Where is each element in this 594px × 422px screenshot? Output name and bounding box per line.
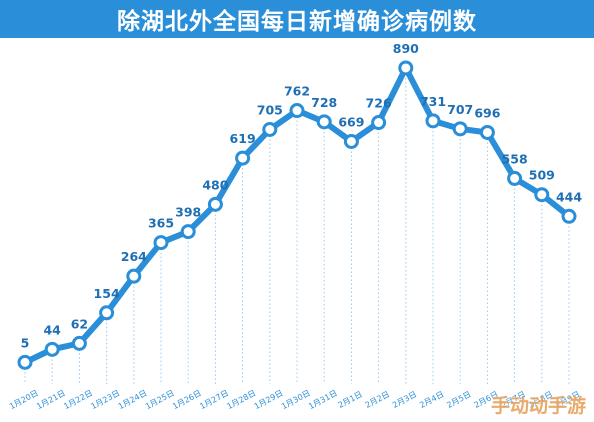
x-tick-label-13: 2月1日 [337,390,364,410]
value-label-18: 696 [474,105,500,120]
grid-layer [24,73,570,384]
x-tick-label-14: 2月2日 [364,390,391,410]
value-label-9: 619 [230,131,256,146]
data-point-13 [343,133,359,149]
x-tick-label-4: 1月23日 [90,388,122,411]
data-point-12 [316,114,332,130]
data-point-15 [398,60,414,76]
value-label-19: 558 [502,151,528,166]
value-label-13: 669 [338,114,364,129]
x-tick-label-10: 1月29日 [253,388,285,411]
watermark-logo: 手动动手游 [490,395,586,417]
data-point-6 [153,235,169,251]
data-point-17 [452,121,468,137]
value-label-21: 444 [556,189,582,204]
x-tick-label-9: 1月28日 [226,388,258,411]
data-point-9 [235,150,251,166]
data-point-3 [71,335,87,351]
data-point-1 [17,354,33,370]
data-point-7 [180,224,196,240]
x-tick-label-12: 1月31日 [307,388,339,411]
x-tick-label-7: 1月26日 [171,388,203,411]
value-label-17: 707 [447,102,473,117]
x-tick-label-8: 1月27日 [198,388,230,411]
data-point-16 [425,113,441,129]
value-label-3: 62 [71,316,88,331]
value-label-5: 264 [121,249,147,264]
data-point-11 [289,103,305,119]
data-point-19 [507,170,523,186]
data-point-5 [126,268,142,284]
data-point-2 [44,341,60,357]
data-point-10 [262,121,278,137]
value-label-1: 5 [21,335,30,350]
title-bar: 除湖北外全国每日新增确诊病例数 [0,0,594,38]
value-label-15: 890 [393,41,419,56]
x-tick-label-16: 2月4日 [418,390,445,410]
x-tick-label-2: 1月21日 [35,388,67,411]
value-label-8: 480 [202,177,228,192]
x-tick-label-15: 2月3日 [391,390,418,410]
value-label-6: 365 [148,216,174,231]
data-point-8 [207,196,223,212]
data-point-4 [99,305,115,321]
x-tick-label-3: 1月22日 [62,388,94,411]
data-point-14 [371,115,387,131]
data-point-20 [534,187,550,203]
value-label-11: 762 [284,84,310,99]
x-tick-label-1: 1月20日 [8,388,40,411]
x-tick-label-6: 1月25日 [144,388,176,411]
value-label-2: 44 [43,322,61,337]
x-tick-label-11: 1月30日 [280,388,312,411]
x-tick-label-17: 2月5日 [445,390,472,410]
data-point-18 [479,124,495,140]
value-label-12: 728 [311,95,337,110]
value-label-16: 731 [420,94,446,109]
x-tick-label-5: 1月24日 [117,388,149,411]
value-label-14: 726 [366,96,392,111]
chart-title: 除湖北外全国每日新增确诊病例数 [117,9,477,35]
data-point-21 [561,208,577,224]
value-label-20: 509 [529,168,555,183]
plot-area: 5 44 62 154 264 365 398 480 619 705 762 728 669 726 89… [0,38,594,422]
marker-layer [17,60,577,370]
value-label-4: 154 [94,286,120,301]
value-label-7: 398 [175,205,201,220]
value-label-10: 705 [257,102,283,117]
